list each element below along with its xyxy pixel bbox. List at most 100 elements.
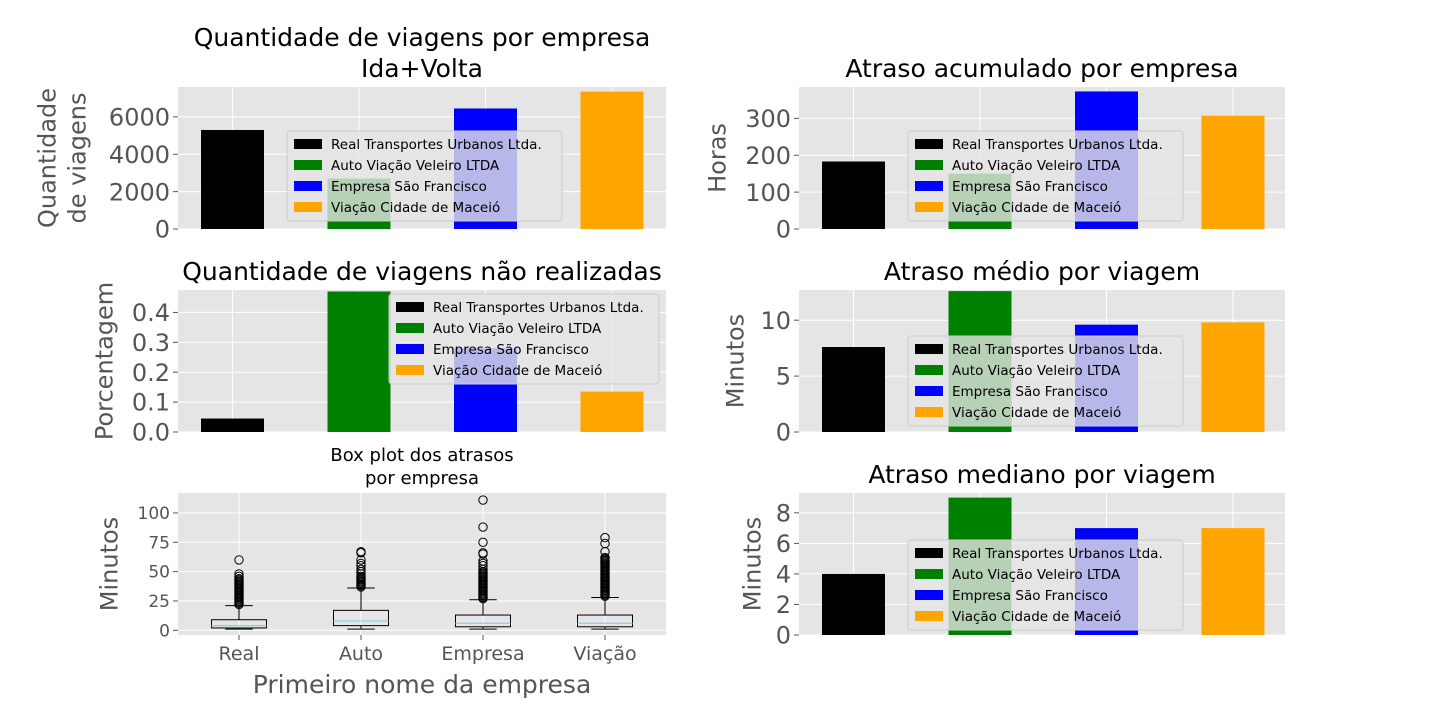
flier [478,522,488,532]
plot-area [178,493,666,635]
y-tick-label: 6000 [109,104,170,132]
y-tick-label: 75 [148,533,170,553]
flier [356,561,366,571]
legend-label: Auto Viação Veleiro LTDA [331,158,500,174]
legend-box [907,539,1184,631]
x-tick-label: Viação [573,643,636,665]
chart-delay_median: 0 24 6 8 Real Transportes Urbanos Ltda. Auto … [738,460,1285,650]
legend-swatch [915,202,943,212]
chart-boxplot: 0 25 50 75 100 Real Auto Empresa Viação Box plot … [95,445,666,699]
y-tick-label: 100 [745,179,791,207]
y-tick-label: 0.2 [132,359,170,387]
legend-label: Viação Cidade de Maceió [952,200,1121,216]
legend-swatch [294,202,322,212]
y-tick-label: 2 [776,591,791,619]
box-Auto [333,546,389,630]
flier [600,532,610,543]
y-tick-label: 25 [148,592,170,612]
y-axis-label: Minutos [95,517,123,611]
chart-title: Atraso mediano por viagem [868,460,1215,489]
y-axis-label: Horas [703,123,731,193]
y-axis-label-group: Minutos [738,517,766,611]
legend-label: Viação Cidade de Maceió [952,405,1121,421]
y-tick-label: 200 [745,142,791,170]
y-axis-label-group: Minutos [95,517,123,611]
bar [201,418,264,432]
legend: Real Transportes Urbanos Ltda. Auto Viaçã… [907,539,1184,631]
legend-swatch [915,590,943,600]
y-tick-label: 0 [159,621,170,641]
y-tick-label: 0 [776,216,791,244]
y-tick-label: 100 [138,504,170,524]
flier [356,571,366,582]
legend-label: Viação Cidade de Maceió [433,363,602,379]
legend-label: Real Transportes Urbanos Ltda. [952,137,1163,153]
legend-swatch [396,344,424,354]
chart-title: Quantidade de viagens não realizadas [182,257,662,286]
legend-swatch [915,386,943,396]
legend-label: Real Transportes Urbanos Ltda. [331,137,542,153]
y-tick-label: 4 [776,561,791,589]
flier [356,546,366,557]
legend-swatch [915,407,943,417]
legend-label: Real Transportes Urbanos Ltda. [952,342,1163,358]
legend-label: Viação Cidade de Maceió [952,609,1121,625]
bar [1201,322,1265,432]
legend-label: Viação Cidade de Maceió [331,200,500,216]
y-tick-label: 4000 [109,141,170,169]
y-axis-label: Porcentagem [90,282,118,440]
x-tick-label: Auto [339,643,383,665]
legend: Real Transportes Urbanos Ltda. Auto Viaçã… [388,293,660,385]
y-axis-label: Minutos [721,314,749,408]
box [211,619,267,629]
flier [478,548,488,558]
y-axis-label: de viagens [63,93,91,224]
box [577,614,633,628]
legend: Real Transportes Urbanos Ltda. Auto Viaçã… [286,130,563,222]
chart-title: Atraso médio por viagem [884,257,1200,286]
y-tick-label: 50 [148,563,170,583]
legend-swatch [294,160,322,170]
legend-label: Auto Viação Veleiro LTDA [952,158,1121,174]
legend-swatch [915,344,943,354]
legend-box [286,130,563,222]
y-tick-label: 2000 [109,178,170,206]
flier [600,538,610,549]
flier [234,569,244,579]
chart-delay_mean: 0 5 10 Real Transportes Urbanos Ltda. Auto V… [721,257,1285,447]
legend-swatch [396,323,424,333]
y-tick-label: 0.4 [132,299,170,327]
bar [1201,115,1265,229]
box [455,614,511,628]
legend-swatch [915,139,943,149]
flier [234,555,244,565]
chart-title: Box plot dos atrasos por empresa [330,445,513,489]
y-tick-label: 0 [776,419,791,447]
legend: Real Transportes Urbanos Ltda. Auto Viaçã… [907,335,1184,427]
y-tick-label: 0 [155,216,170,244]
y-tick-label: 0.1 [132,389,170,417]
y-axis-label-group: Horas [703,123,731,193]
legend-label: Real Transportes Urbanos Ltda. [952,546,1163,562]
chart-title: Quantidade de viagens por empresa Ida+Vol… [194,23,651,83]
legend-label: Auto Viação Veleiro LTDA [433,321,602,337]
legend-label: Empresa São Francisco [331,179,487,195]
chart-delay_total: 0 100 200 300 Real Transportes Urbanos Ltda.… [703,54,1285,244]
legend-swatch [915,569,943,579]
y-axis-label: Minutos [738,517,766,611]
y-tick-label: 300 [745,105,791,133]
bar [822,161,885,229]
box-Viação [577,532,633,630]
flier [478,561,488,571]
bar [1201,528,1265,635]
flier [478,495,488,505]
x-axis-label: Primeiro nome da empresa [253,670,592,699]
legend-label: Empresa São Francisco [433,342,589,358]
legend-box [388,293,660,385]
legend-swatch [396,302,424,312]
legend-swatch [915,548,943,558]
y-axis-label-group: Minutos [721,314,749,408]
legend-swatch [294,139,322,149]
y-tick-label: 0.3 [132,329,170,357]
